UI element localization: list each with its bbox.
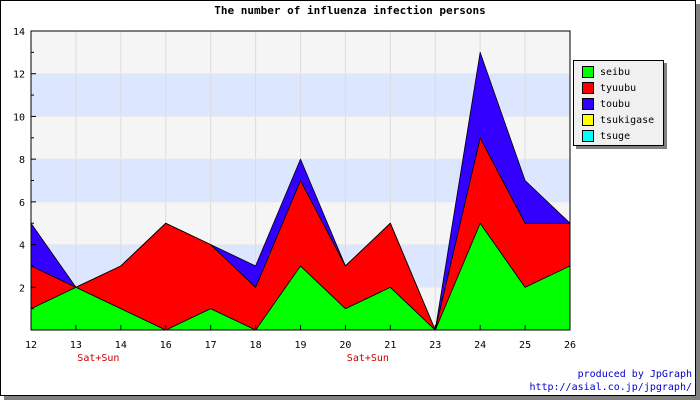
x-tick-label: 17 xyxy=(205,340,217,351)
credit-url[interactable]: http://asial.co.jp/jpgraph/ xyxy=(529,382,692,393)
y-tick-label: 14 xyxy=(13,27,25,38)
y-tick-label: 6 xyxy=(19,198,25,209)
x-tick-label: 25 xyxy=(519,340,531,351)
credit: produced by JpGraph http://asial.co.jp/j… xyxy=(529,368,692,394)
legend-swatch xyxy=(582,114,594,126)
legend-label: seibu xyxy=(600,66,631,78)
x-tick-label: 26 xyxy=(564,340,576,351)
y-tick-label: 12 xyxy=(13,70,25,81)
x-tick-label: 12 xyxy=(25,340,37,351)
legend-label: tsuge xyxy=(600,130,631,142)
legend-item-tsukigase: tsukigase xyxy=(582,113,654,127)
y-tick-label: 8 xyxy=(19,155,25,166)
weekend-label: Sat+Sun xyxy=(347,353,389,364)
legend-label: tyuubu xyxy=(600,82,637,94)
y-tick-label: 4 xyxy=(19,241,25,252)
x-tick-label: 23 xyxy=(429,340,441,351)
weekend-label: Sat+Sun xyxy=(77,353,119,364)
y-tick-label: 2 xyxy=(19,283,25,294)
legend-swatch xyxy=(582,130,594,142)
legend-item-seibu: seibu xyxy=(582,65,630,79)
legend: seibu tyuubu toubu tsukigase tsuge xyxy=(573,60,664,146)
legend-item-toubu: toubu xyxy=(582,97,630,111)
legend-item-tyuubu: tyuubu xyxy=(582,81,636,95)
x-tick-label: 14 xyxy=(115,340,127,351)
x-tick-label: 18 xyxy=(250,340,262,351)
legend-label: toubu xyxy=(600,98,631,110)
x-tick-label: 19 xyxy=(294,340,306,351)
y-tick-label: 10 xyxy=(13,112,25,123)
credit-producer: produced by JpGraph xyxy=(577,369,692,380)
legend-label: tsukigase xyxy=(600,114,655,126)
legend-swatch xyxy=(582,98,594,110)
area-series-toubu xyxy=(30,51,571,331)
legend-item-tsuge: tsuge xyxy=(582,129,630,143)
x-tick-label: 16 xyxy=(160,340,172,351)
x-tick-label: 24 xyxy=(474,340,486,351)
chart-title: The number of influenza infection person… xyxy=(214,4,486,17)
x-tick-label: 13 xyxy=(70,340,82,351)
x-tick-label: 21 xyxy=(384,340,396,351)
legend-swatch xyxy=(582,66,594,78)
legend-swatch xyxy=(582,82,594,94)
x-tick-label: 20 xyxy=(339,340,351,351)
